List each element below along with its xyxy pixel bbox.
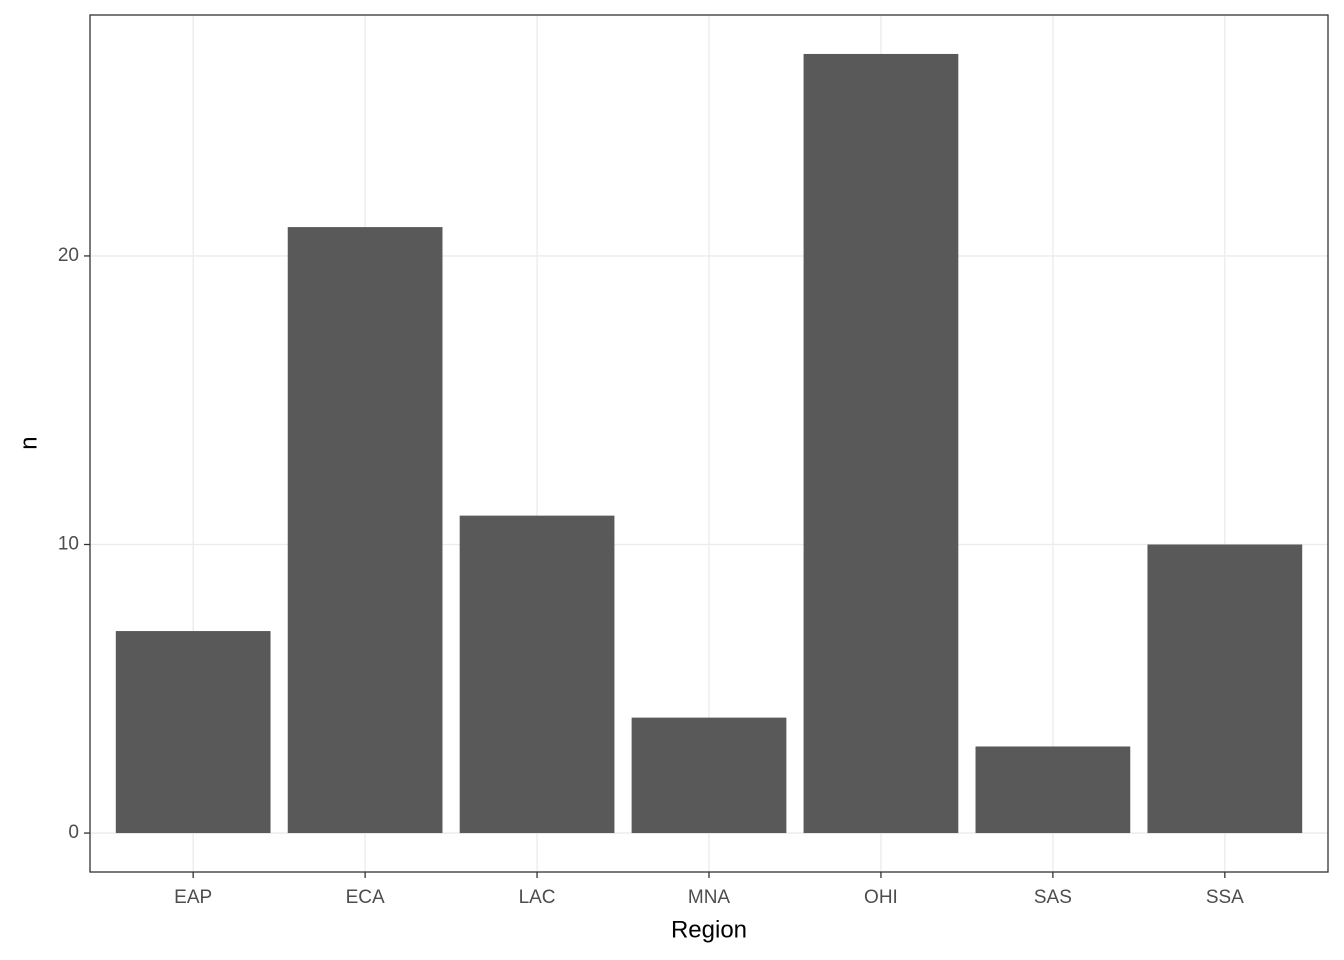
x-tick-label: SSA xyxy=(1206,887,1244,908)
bar xyxy=(287,227,443,834)
x-tick-label: SAS xyxy=(1034,887,1072,908)
x-tick-label: OHI xyxy=(864,887,898,908)
bar xyxy=(631,717,787,834)
bar xyxy=(803,53,959,834)
y-tick-label: 10 xyxy=(58,534,79,555)
y-axis-title: n xyxy=(15,436,42,449)
y-tick-label: 20 xyxy=(58,245,79,266)
y-tick-label: 0 xyxy=(68,822,79,843)
x-axis-title: Region xyxy=(671,916,747,943)
x-tick-label: LAC xyxy=(519,887,556,908)
bar xyxy=(1147,544,1303,834)
bar xyxy=(459,515,615,834)
bar xyxy=(115,631,271,834)
x-tick-label: ECA xyxy=(346,887,385,908)
bars xyxy=(115,53,1303,834)
bar xyxy=(975,746,1131,834)
x-tick-label: MNA xyxy=(688,887,731,908)
labels: 0 10 20 EAP ECA LAC MNA OHI SAS SSA xyxy=(58,245,1244,908)
x-tick-label: EAP xyxy=(174,887,212,908)
